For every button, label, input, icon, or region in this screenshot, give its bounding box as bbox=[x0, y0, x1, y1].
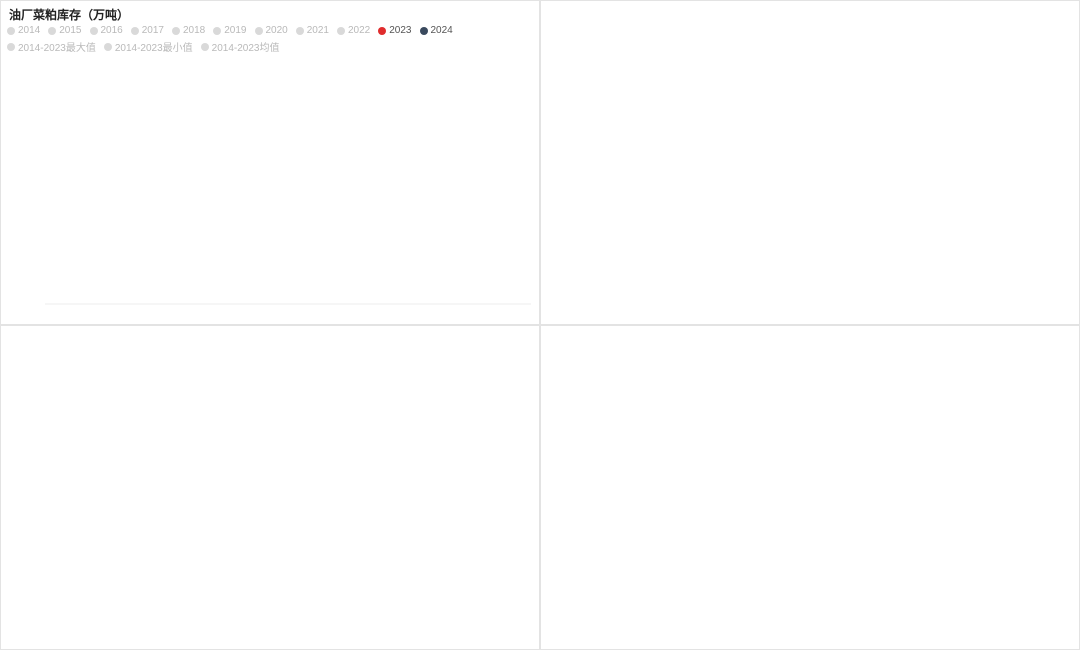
legend-label: 2014 bbox=[18, 25, 40, 36]
legend-label: 2014-2023均值 bbox=[212, 39, 280, 54]
legend-dot-icon bbox=[255, 27, 263, 35]
legend-item[interactable]: 2023 bbox=[378, 25, 411, 36]
legend-dot-icon bbox=[201, 43, 209, 51]
legend-item[interactable]: 2015 bbox=[48, 25, 81, 36]
legend-item[interactable]: 2017 bbox=[131, 25, 164, 36]
legend-dot-icon bbox=[48, 27, 56, 35]
legend-label: 2019 bbox=[224, 25, 246, 36]
legend-item[interactable]: 2022 bbox=[337, 25, 370, 36]
legend-item[interactable]: 2014 bbox=[7, 25, 40, 36]
legend-item[interactable]: 2020 bbox=[255, 25, 288, 36]
legend-label: 2018 bbox=[183, 25, 205, 36]
legend-dot-icon bbox=[7, 43, 15, 51]
legend-label: 2014-2023最小值 bbox=[115, 39, 193, 54]
legend-label: 2023 bbox=[389, 25, 411, 36]
legend-label: 2016 bbox=[101, 25, 123, 36]
legend-label: 2024 bbox=[431, 25, 453, 36]
legend-label: 2022 bbox=[348, 25, 370, 36]
legend-dot-icon bbox=[337, 27, 345, 35]
legend-dot-icon bbox=[213, 27, 221, 35]
panel-1: 油厂菜粕库存（万吨）201420152016201720182019202020… bbox=[0, 0, 540, 325]
legend-label: 2020 bbox=[266, 25, 288, 36]
legend-item[interactable]: 2019 bbox=[213, 25, 246, 36]
legend-item[interactable]: 2014-2023最小值 bbox=[104, 39, 193, 54]
chart-grid: 油厂菜粕库存（万吨）201420152016201720182019202020… bbox=[0, 0, 1080, 650]
legend-item[interactable]: 2021 bbox=[296, 25, 329, 36]
legend: 2014 2015 2016 2017 2018 2019 2020 2021 2022 2023… bbox=[1, 25, 539, 56]
legend-dot-icon bbox=[420, 27, 428, 35]
legend-dot-icon bbox=[172, 27, 180, 35]
legend-dot-icon bbox=[131, 27, 139, 35]
legend-item[interactable]: 2024 bbox=[420, 25, 453, 36]
panel-4 bbox=[540, 325, 1080, 650]
legend-item[interactable]: 2016 bbox=[90, 25, 123, 36]
legend-dot-icon bbox=[90, 27, 98, 35]
legend-label: 2014-2023最大值 bbox=[18, 39, 96, 54]
legend-dot-icon bbox=[7, 27, 15, 35]
legend-dot-icon bbox=[296, 27, 304, 35]
legend-label: 2015 bbox=[59, 25, 81, 36]
legend-item[interactable]: 2014-2023均值 bbox=[201, 39, 280, 54]
legend-dot-icon bbox=[104, 43, 112, 51]
legend-item[interactable]: 2018 bbox=[172, 25, 205, 36]
plot-area bbox=[1, 60, 539, 324]
legend-label: 2017 bbox=[142, 25, 164, 36]
panel-2 bbox=[540, 0, 1080, 325]
panel-3 bbox=[0, 325, 540, 650]
legend-item[interactable]: 2014-2023最大值 bbox=[7, 39, 96, 54]
legend-label: 2021 bbox=[307, 25, 329, 36]
chart-title: 油厂菜粕库存（万吨） bbox=[1, 1, 539, 25]
legend-dot-icon bbox=[378, 27, 386, 35]
